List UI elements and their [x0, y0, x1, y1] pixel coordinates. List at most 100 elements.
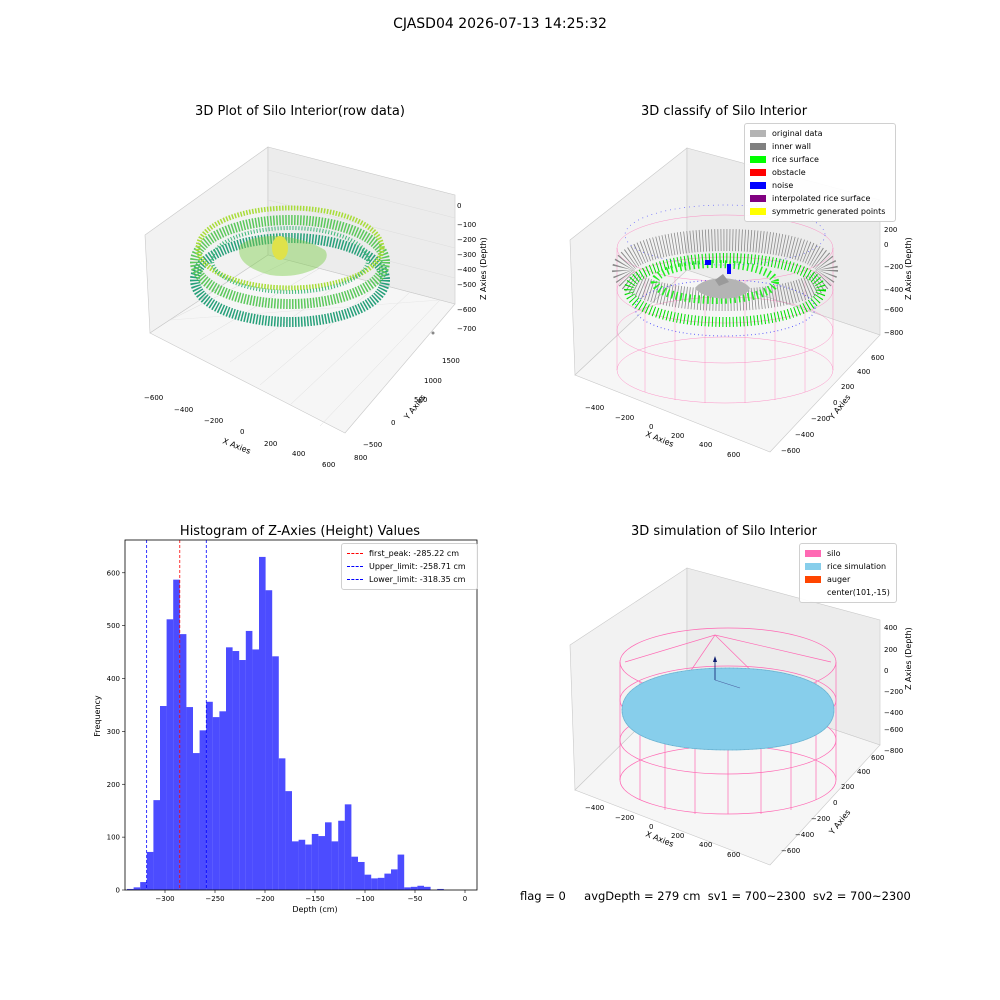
classify-z-label: Z Axies (Depth) — [904, 237, 913, 300]
simulation-z-label: Z Axies (Depth) — [904, 627, 913, 690]
histogram-bar — [305, 844, 312, 890]
svg-text:−800: −800 — [884, 329, 903, 337]
histogram-bar — [384, 873, 391, 890]
histogram-bar — [338, 820, 345, 890]
svg-text:200: 200 — [671, 832, 684, 840]
classify-legend-item: interpolated rice surface — [750, 192, 890, 205]
histogram-bar — [226, 647, 233, 890]
histogram-bar — [417, 885, 424, 890]
svg-text:−200: −200 — [811, 815, 830, 823]
svg-text:−200: −200 — [884, 688, 903, 696]
classify-x-ticks: −400 −200 0 200 400 600 — [585, 404, 740, 459]
svg-text:600: 600 — [871, 754, 884, 762]
raw-x-ticks: −600 −400 −200 0 200 400 600 800 — [144, 394, 367, 469]
svg-text:−400: −400 — [585, 804, 604, 812]
classify-y-ticks: −600 −400 −200 0 200 400 600 — [781, 354, 884, 455]
svg-text:0: 0 — [649, 423, 653, 431]
svg-text:−500: −500 — [363, 441, 382, 449]
histogram-y-tick-label: 0 — [116, 887, 120, 895]
figure-title: CJASD04 2026-07-13 14:25:32 — [393, 16, 607, 32]
simulation-legend-item: rice simulation — [805, 560, 891, 573]
simulation-y-ticks: −600 −400 −200 0 200 400 600 — [781, 754, 884, 855]
histogram-y-label: Frequency — [93, 695, 102, 737]
simulation-3d-plot: −400 −200 0 200 400 600 X Axies −600 −40… — [569, 567, 913, 866]
histogram-x-ticks: −300 −250 −200 −150 −100 −50 0 — [155, 890, 467, 903]
svg-text:400: 400 — [857, 368, 870, 376]
svg-text:−200: −200 — [811, 415, 830, 423]
histogram-bar — [285, 791, 292, 890]
svg-text:0: 0 — [833, 399, 837, 407]
svg-text:0: 0 — [649, 823, 653, 831]
raw-z-ticks: 0 −100 −200 −300 −400 −500 −600 −700 — [457, 202, 476, 333]
svg-text:−400: −400 — [884, 286, 903, 294]
histogram-bar — [325, 822, 332, 890]
svg-text:−600: −600 — [884, 306, 903, 314]
svg-text:400: 400 — [884, 624, 897, 632]
classify-plot-title: 3D classify of Silo Interior — [640, 104, 808, 119]
histogram-bar — [127, 888, 134, 890]
classify-z-ticks: 200 0 −200 −400 −600 −800 — [884, 226, 903, 337]
svg-text:−600: −600 — [781, 447, 800, 455]
svg-text:−400: −400 — [795, 431, 814, 439]
flag-text: flag = 0 — [520, 889, 566, 903]
svg-text:−100: −100 — [457, 221, 476, 229]
histogram-bar — [278, 758, 286, 890]
svg-text:0: 0 — [884, 667, 888, 675]
histogram-x-tick-label: −50 — [408, 895, 423, 903]
histogram-y-tick-label: 400 — [107, 675, 120, 683]
histogram-bar — [358, 861, 365, 890]
histogram-bar — [331, 841, 339, 890]
simulation-z-ticks: 400 200 0 −200 −400 −600 −800 — [884, 624, 903, 755]
raw-y-ticks: −500 0 500 1000 1500 — [363, 357, 460, 449]
simulation-x-ticks: −400 −200 0 200 400 600 — [585, 804, 740, 859]
svg-text:600: 600 — [727, 851, 740, 859]
svg-text:−600: −600 — [781, 847, 800, 855]
svg-text:−200: −200 — [884, 263, 903, 271]
histogram-y-tick-label: 200 — [107, 781, 120, 789]
status-footer: flag = 0 avgDepth = 279 cm sv1 = 700~230… — [520, 889, 911, 903]
histogram-bar — [239, 660, 246, 890]
svg-text:0: 0 — [457, 202, 461, 210]
svg-text:1500: 1500 — [442, 357, 460, 365]
histogram-bar — [397, 854, 405, 890]
svg-text:200: 200 — [264, 440, 277, 448]
svg-text:800: 800 — [354, 454, 367, 462]
svg-text:−800: −800 — [884, 747, 903, 755]
histogram-bar — [212, 717, 220, 890]
histogram-x-tick-label: 0 — [463, 895, 467, 903]
svg-text:−200: −200 — [457, 236, 476, 244]
histogram-bar — [259, 556, 266, 890]
histogram-legend-item: Upper_limit: -258.71 cm — [347, 560, 472, 573]
classify-legend-item: rice surface — [750, 153, 890, 166]
svg-text:0: 0 — [833, 799, 837, 807]
svg-text:−300: −300 — [457, 251, 476, 259]
histogram-bar — [219, 711, 226, 890]
histogram-bar — [160, 706, 167, 890]
svg-text:500: 500 — [414, 396, 427, 404]
svg-text:−200: −200 — [204, 417, 223, 425]
svg-text:600: 600 — [727, 451, 740, 459]
histogram-x-tick-label: −300 — [155, 895, 174, 903]
svg-text:0: 0 — [240, 428, 244, 436]
svg-text:−200: −200 — [615, 414, 634, 422]
svg-text:200: 200 — [841, 383, 854, 391]
histogram-bar — [404, 887, 411, 890]
histogram-x-tick-label: −150 — [305, 895, 324, 903]
classify-legend-item: inner wall — [750, 140, 890, 153]
simulation-legend-item: auger — [805, 573, 891, 586]
svg-text:−600: −600 — [144, 394, 163, 402]
svg-text:400: 400 — [699, 841, 712, 849]
histogram-bar — [364, 874, 372, 890]
histogram-y-tick-label: 500 — [107, 622, 120, 630]
simulation-auger — [713, 656, 741, 689]
histogram-bar — [199, 730, 207, 890]
histogram-bar — [133, 887, 141, 890]
histogram-bar — [424, 886, 431, 890]
histogram-bar — [186, 707, 193, 890]
histogram-bar — [410, 886, 418, 890]
sv1-text: sv1 = 700~2300 — [707, 889, 806, 903]
classify-legend-item: symmetric generated points — [750, 205, 890, 218]
svg-text:−400: −400 — [457, 266, 476, 274]
simulation-legend-item: center(101,-15) — [827, 588, 890, 597]
svg-text:600: 600 — [322, 461, 335, 469]
